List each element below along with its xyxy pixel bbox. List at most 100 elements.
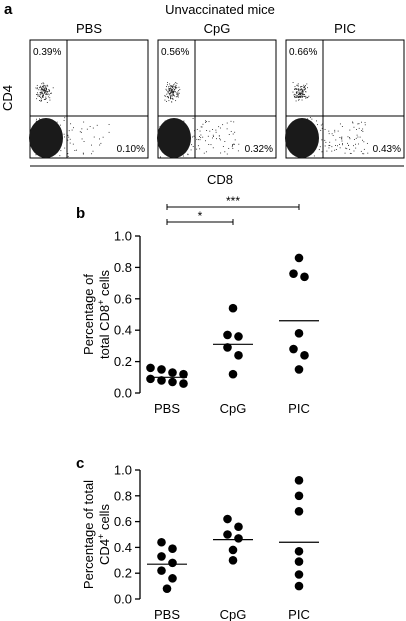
- facs-event-dot: [194, 140, 196, 142]
- facs-event-dot: [339, 123, 341, 125]
- facs-event-dot: [233, 143, 235, 145]
- facs-event-dot: [335, 149, 337, 150]
- series-cpg: [213, 303, 253, 379]
- facs-event-dot: [70, 123, 72, 125]
- facs-event-dot: [300, 95, 302, 97]
- facs-event-dot: [339, 137, 341, 139]
- facs-event-dot: [41, 96, 43, 97]
- facs-event-dot: [169, 93, 170, 95]
- facs-event-dot: [68, 130, 70, 132]
- x-tick-label: PIC: [288, 607, 310, 621]
- facs-event-dot: [337, 130, 339, 132]
- data-point: [228, 556, 238, 565]
- facs-plots: PBS 0.39% 0.10% CpG 0.56% 0.32% PIC 0.66% 0.43%: [29, 21, 405, 159]
- significance-label: *: [198, 209, 203, 223]
- facs-event-dot: [42, 82, 44, 84]
- facs-event-dot: [160, 156, 162, 158]
- facs-event-dot: [294, 97, 296, 99]
- facs-event-dot: [96, 124, 98, 126]
- facs-event-dot: [45, 90, 47, 92]
- y-tick-label: 1.0: [114, 463, 132, 478]
- data-point: [168, 544, 177, 553]
- facs-event-dot: [347, 136, 349, 138]
- facs-event-dot: [99, 138, 100, 140]
- facs-event-dot: [46, 84, 48, 86]
- facs-event-dot: [301, 99, 303, 101]
- data-point: [294, 570, 304, 579]
- facs-event-dot: [362, 130, 364, 132]
- facs-event-dot: [219, 138, 221, 140]
- facs-event-dot: [167, 96, 169, 98]
- facs-event-dot: [178, 86, 180, 88]
- facs-event-dot: [173, 87, 175, 89]
- facs-plot-frame: [157, 39, 277, 159]
- facs-event-dot: [292, 82, 294, 84]
- facs-event-dot: [200, 126, 202, 128]
- facs-event-dot: [38, 89, 40, 91]
- facs-event-dot: [37, 87, 38, 89]
- facs-event-dot: [352, 145, 354, 147]
- facs-event-dot: [207, 135, 209, 137]
- facs-event-dot: [73, 127, 74, 129]
- facs-event-dot: [220, 152, 222, 154]
- facs-event-dot: [167, 82, 168, 84]
- facs-event-dot: [328, 133, 330, 135]
- facs-event-dot: [170, 95, 172, 97]
- facs-event-dot: [175, 85, 177, 87]
- facs-event-dot: [172, 91, 174, 93]
- facs-plot-pbs: PBS 0.39% 0.10%: [29, 21, 149, 159]
- facs-event-dot: [35, 120, 37, 122]
- x-tick-label: PBS: [154, 401, 180, 416]
- facs-event-dot: [359, 136, 361, 138]
- data-point: [294, 506, 304, 516]
- facs-event-dot: [307, 118, 309, 120]
- facs-event-dot: [322, 123, 323, 125]
- facs-event-dot: [307, 87, 309, 89]
- facs-event-dot: [174, 86, 176, 88]
- facs-event-dot: [332, 135, 334, 136]
- facs-event-dot: [172, 92, 174, 94]
- facs-event-dot: [45, 98, 47, 100]
- facs-upper-left-percentage: 0.39%: [33, 47, 61, 58]
- series-pic: [279, 253, 319, 374]
- facs-event-dot: [91, 153, 93, 155]
- facs-event-dot: [294, 93, 296, 95]
- facs-event-dot: [298, 94, 300, 96]
- facs-event-dot: [362, 128, 364, 130]
- facs-event-dot: [44, 90, 46, 92]
- facs-event-dot: [42, 95, 44, 97]
- facs-event-dot: [349, 137, 351, 138]
- facs-event-dot: [302, 91, 304, 93]
- facs-event-dot: [47, 85, 49, 87]
- facs-event-dot: [42, 88, 44, 90]
- facs-events: [35, 82, 110, 157]
- facs-event-dot: [168, 86, 170, 88]
- facs-event-dot: [168, 89, 170, 91]
- facs-event-dot: [37, 93, 39, 95]
- facs-event-dot: [192, 136, 193, 138]
- data-point: [289, 344, 298, 354]
- facs-event-dot: [298, 94, 299, 95]
- data-point: [157, 566, 166, 575]
- facs-event-dot: [358, 127, 360, 129]
- facs-event-dot: [76, 149, 77, 151]
- facs-event-dot: [364, 122, 366, 124]
- facs-event-dot: [295, 88, 297, 90]
- facs-event-dot: [169, 94, 171, 96]
- facs-event-dot: [363, 141, 365, 143]
- facs-event-dot: [299, 89, 301, 91]
- facs-plot-pic: PIC 0.66% 0.43%: [285, 21, 405, 159]
- facs-event-dot: [45, 89, 47, 91]
- facs-event-dot: [89, 126, 91, 127]
- y-tick-label: 0.8: [114, 488, 132, 503]
- facs-event-dot: [49, 97, 51, 99]
- facs-event-dot: [59, 155, 61, 157]
- data-point: [157, 376, 166, 385]
- facs-event-dot: [305, 97, 307, 99]
- facs-event-dot: [367, 152, 369, 154]
- facs-event-dot: [168, 90, 170, 92]
- facs-event-dot: [303, 89, 305, 91]
- facs-event-dot: [170, 90, 172, 92]
- facs-event-dot: [202, 123, 204, 125]
